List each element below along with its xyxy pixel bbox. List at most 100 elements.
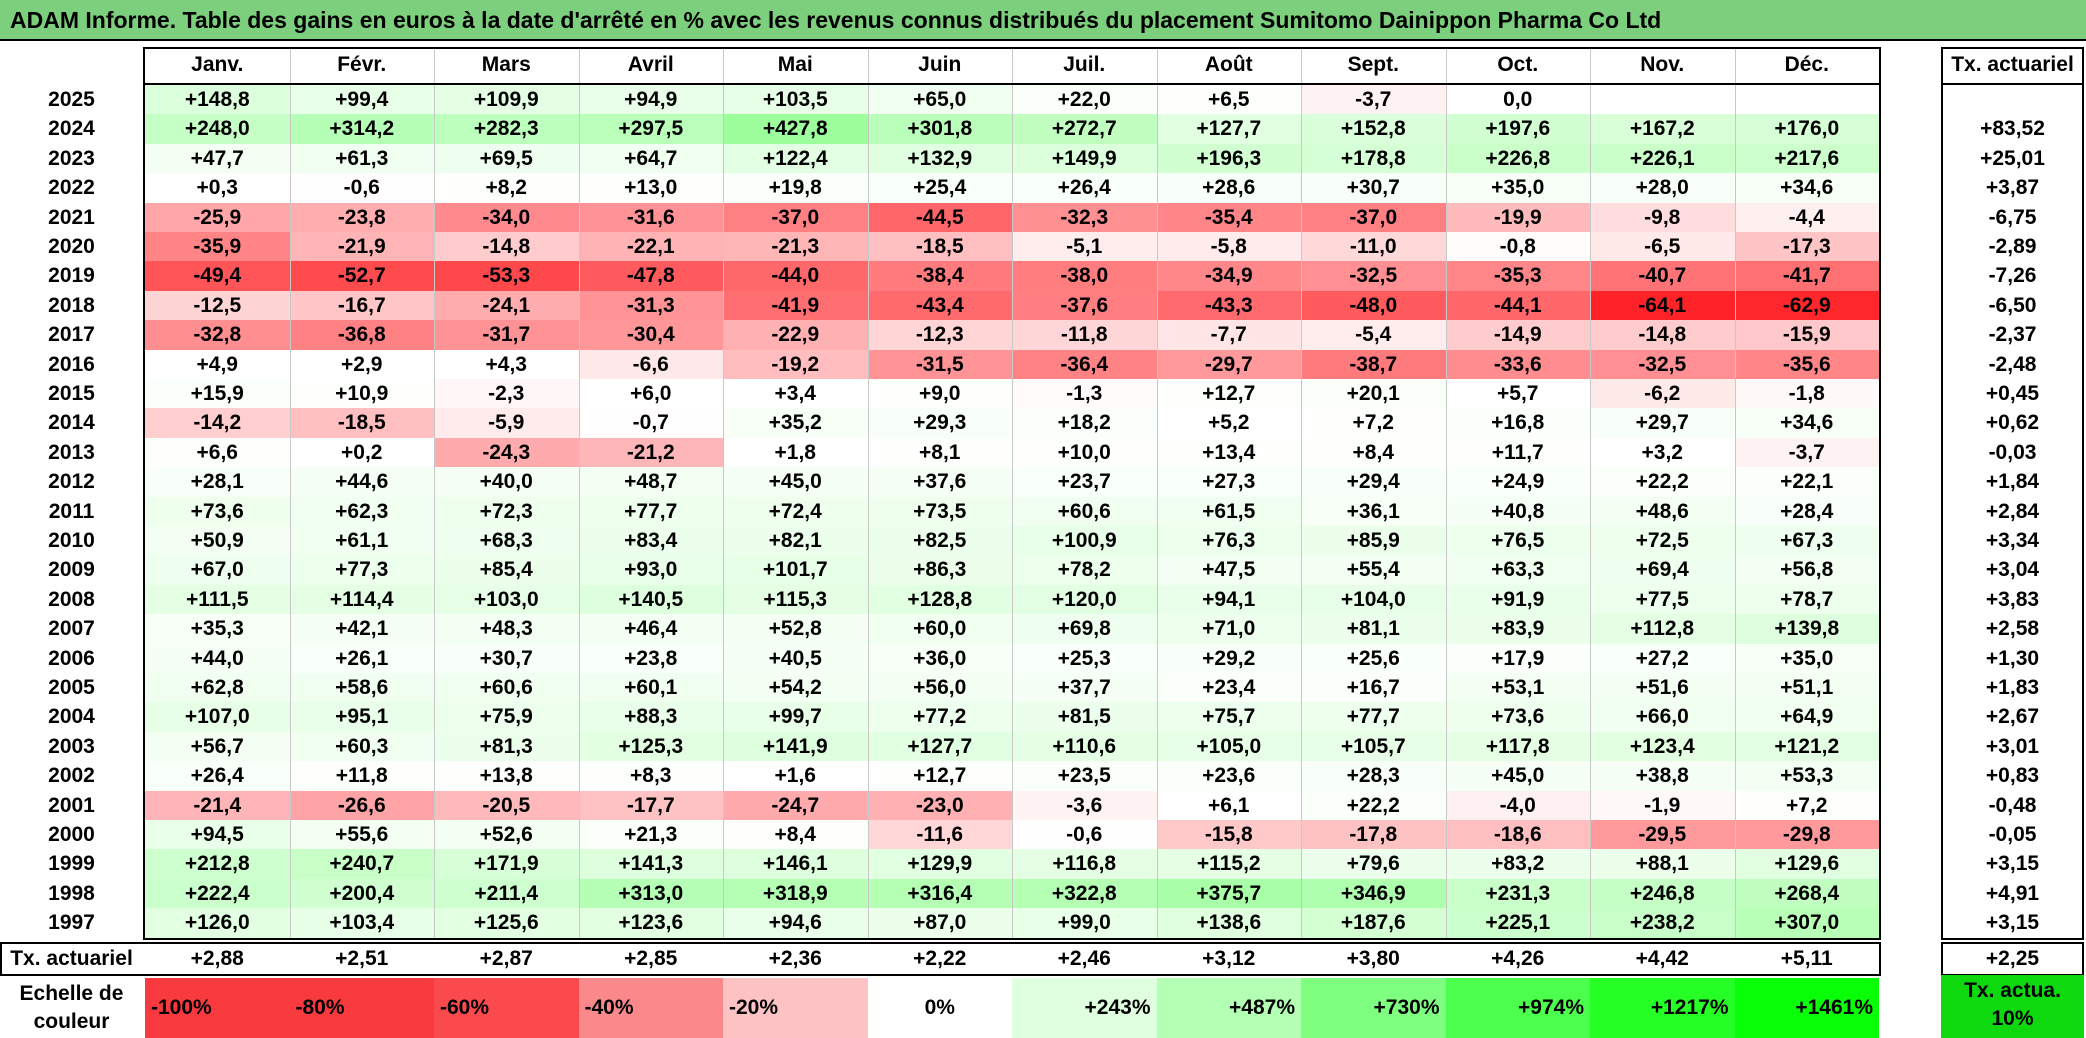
table-cell: -15,9	[1734, 320, 1879, 350]
table-cell: +29,7	[1590, 408, 1735, 438]
table-cell: +5,7	[1445, 379, 1590, 409]
table-cell: +12,7	[867, 761, 1012, 791]
year-label: 2025	[48, 88, 95, 111]
table-cell: -9,8	[1590, 202, 1735, 232]
table-cell: +35,3	[145, 614, 290, 644]
table-cell: +8,4	[723, 820, 868, 850]
table-cell: +314,2	[289, 114, 434, 144]
table-cell: +26,4	[1012, 173, 1157, 203]
year-label: 2005	[48, 676, 95, 699]
table-cell: -32,3	[1012, 202, 1157, 232]
table-cell: +88,1	[1590, 849, 1735, 879]
table-cell: +79,6	[1301, 849, 1446, 879]
table-cell: +24,9	[1445, 467, 1590, 497]
tx-cell: +1,83	[1985, 676, 2040, 699]
tx-cell: +3,15	[1985, 911, 2040, 935]
table-cell: +148,8	[145, 85, 290, 115]
table-cell: +115,3	[723, 584, 868, 615]
table-cell: +6,1	[1156, 790, 1301, 820]
table-cell: +69,4	[1590, 555, 1735, 585]
table-cell: +93,0	[578, 555, 723, 585]
tx-row-cell: +2,87	[479, 946, 533, 970]
tx-cell: +0,45	[1985, 382, 2040, 405]
table-cell: +141,9	[723, 731, 868, 762]
table-cell: +27,2	[1590, 643, 1735, 673]
table-cell: +94,5	[145, 820, 290, 850]
table-cell: +171,9	[434, 849, 579, 879]
tx-cell: +83,52	[1980, 117, 2045, 141]
table-cell: +61,5	[1156, 496, 1301, 526]
table-cell: +86,3	[867, 555, 1012, 585]
tx-cell: -2,37	[1988, 323, 2037, 347]
tx-cell: +0,83	[1985, 764, 2040, 788]
year-label: 2000	[48, 823, 95, 846]
year-label: 2002	[48, 764, 95, 788]
table-cell: +375,7	[1156, 878, 1301, 909]
tx-cell: +3,83	[1985, 587, 2040, 611]
table-cell: +28,4	[1734, 496, 1879, 526]
table-cell: +99,0	[1012, 908, 1157, 938]
year-label: 2008	[48, 587, 95, 611]
table-cell: +34,6	[1734, 173, 1879, 203]
table-cell: -17,7	[578, 790, 723, 820]
table-cell: +128,8	[867, 584, 1012, 615]
tx-row-cell: +5,11	[1780, 946, 1833, 970]
table-cell: +3,4	[723, 379, 868, 409]
table-cell: +240,7	[289, 849, 434, 879]
table-cell: +7,2	[1734, 790, 1879, 820]
table-cell: -14,8	[434, 232, 579, 262]
table-cell: +60,3	[289, 731, 434, 762]
table-cell: +83,9	[1445, 614, 1590, 644]
table-cell: +67,3	[1734, 526, 1879, 556]
tx-cell: +2,67	[1985, 705, 2040, 729]
table-cell: +60,6	[1012, 496, 1157, 526]
table-cell: +36,1	[1301, 496, 1446, 526]
table-cell: -52,7	[289, 261, 434, 291]
table-cell: +8,2	[434, 173, 579, 203]
table-cell: -21,4	[145, 790, 290, 820]
table-cell: +61,3	[289, 143, 434, 174]
table-cell: -49,4	[145, 261, 290, 291]
table-cell: +10,9	[289, 379, 434, 409]
legend-swatch: 0%	[867, 978, 1012, 1038]
table-cell: -23,8	[289, 202, 434, 232]
table-cell: +82,1	[723, 526, 868, 556]
table-cell: +127,7	[1156, 114, 1301, 144]
table-cell: +95,1	[289, 702, 434, 732]
table-cell: -40,7	[1590, 261, 1735, 291]
year-label: 2021	[48, 205, 95, 229]
legend-swatch: -20%	[723, 978, 868, 1038]
month-header: Avril	[627, 53, 674, 76]
table-cell: +60,6	[434, 673, 579, 703]
table-cell: +83,2	[1445, 849, 1590, 879]
table-cell: -11,8	[1012, 320, 1157, 350]
table-cell: +28,3	[1301, 761, 1446, 791]
table-cell: +112,8	[1590, 614, 1735, 644]
table-cell: -24,1	[434, 290, 579, 321]
table-cell: +28,0	[1590, 173, 1735, 203]
table-cell: +72,4	[723, 496, 868, 526]
table-cell: +75,7	[1156, 702, 1301, 732]
table-cell: +22,1	[1734, 467, 1879, 497]
year-label: 2015	[48, 382, 95, 405]
table-cell: +76,5	[1445, 526, 1590, 556]
table-cell: +8,3	[578, 761, 723, 791]
table-cell: +82,5	[867, 526, 1012, 556]
table-cell: +125,3	[578, 731, 723, 762]
table-cell: +16,8	[1445, 408, 1590, 438]
tx-cell: +2,84	[1985, 499, 2040, 523]
table-cell: +238,2	[1590, 908, 1735, 938]
tx-cell	[1941, 85, 2084, 114]
table-cell: -12,3	[867, 320, 1012, 350]
table-cell: +35,0	[1445, 173, 1590, 203]
table-cell: +226,8	[1445, 143, 1590, 174]
year-label: 2018	[48, 293, 95, 317]
table-cell: -18,5	[867, 232, 1012, 262]
table-cell: +111,5	[145, 584, 290, 615]
legend-swatch: -100%	[145, 978, 290, 1038]
table-cell: +12,7	[1156, 379, 1301, 409]
month-header: Juil.	[1063, 53, 1106, 76]
table-cell: +318,9	[723, 878, 868, 909]
table-cell: -19,2	[723, 349, 868, 379]
table-cell: +212,8	[145, 849, 290, 879]
